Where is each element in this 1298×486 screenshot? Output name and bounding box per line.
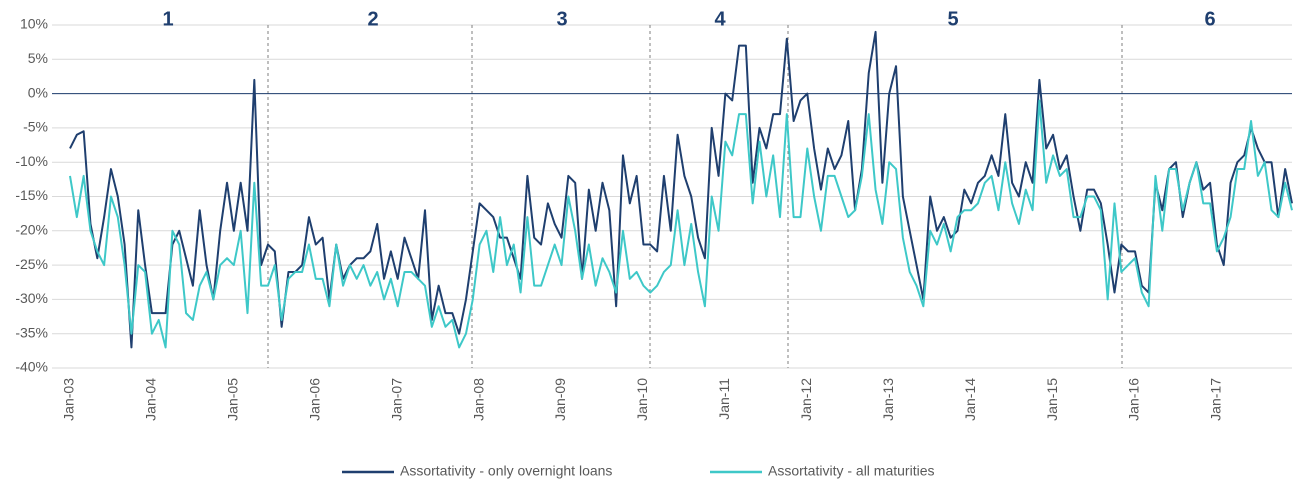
y-tick-label: -30% bbox=[15, 290, 48, 306]
y-tick-label: 10% bbox=[20, 16, 48, 32]
legend-label: Assortativity - all maturities bbox=[768, 463, 934, 479]
series-line bbox=[69, 30, 1293, 349]
y-tick-label: -25% bbox=[15, 256, 48, 272]
y-tick-label: -20% bbox=[15, 222, 48, 238]
x-tick-label: Jan-07 bbox=[388, 378, 404, 421]
x-tick-label: Jan-03 bbox=[61, 378, 77, 421]
y-tick-label: -10% bbox=[15, 153, 48, 169]
x-tick-label: Jan-14 bbox=[962, 378, 978, 421]
y-tick-label: -35% bbox=[15, 324, 48, 340]
period-label: 1 bbox=[162, 8, 173, 30]
x-tick-label: Jan-05 bbox=[225, 378, 241, 421]
x-tick-label: Jan-17 bbox=[1208, 378, 1224, 421]
period-label: 3 bbox=[556, 8, 567, 30]
x-tick-label: Jan-04 bbox=[143, 378, 159, 421]
x-tick-label: Jan-06 bbox=[306, 378, 322, 421]
x-tick-label: Jan-12 bbox=[798, 378, 814, 421]
y-tick-label: -40% bbox=[15, 359, 48, 375]
period-label: 5 bbox=[947, 8, 958, 30]
legend-label: Assortativity - only overnight loans bbox=[400, 463, 612, 479]
y-tick-label: -5% bbox=[23, 119, 48, 135]
x-tick-label: Jan-08 bbox=[470, 378, 486, 421]
y-tick-label: 5% bbox=[28, 50, 48, 66]
period-label: 2 bbox=[367, 8, 378, 30]
period-label: 4 bbox=[714, 8, 726, 30]
x-tick-label: Jan-16 bbox=[1126, 378, 1142, 421]
x-tick-label: Jan-10 bbox=[634, 378, 650, 421]
x-tick-label: Jan-09 bbox=[552, 378, 568, 421]
y-tick-label: 0% bbox=[28, 84, 48, 100]
period-label: 6 bbox=[1204, 8, 1215, 30]
x-tick-label: Jan-13 bbox=[880, 378, 896, 421]
x-tick-label: Jan-15 bbox=[1044, 378, 1060, 421]
y-tick-label: -15% bbox=[15, 187, 48, 203]
series-line bbox=[69, 99, 1293, 349]
x-tick-label: Jan-11 bbox=[716, 378, 732, 420]
